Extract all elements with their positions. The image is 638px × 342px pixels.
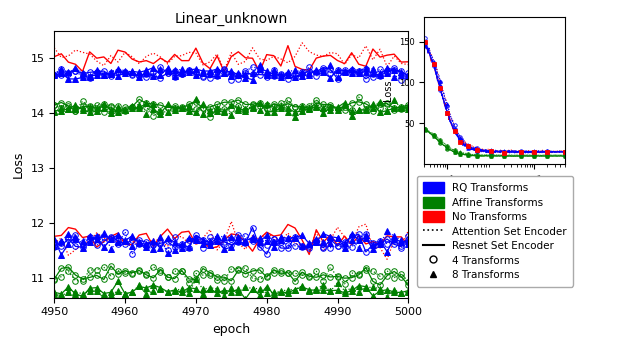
X-axis label: epoch: epoch xyxy=(212,323,250,336)
Y-axis label: Loss: Loss xyxy=(383,80,393,101)
Legend: RQ Transforms, Affine Transforms, No Transforms, Attention Set Encoder, Resnet S: RQ Transforms, Affine Transforms, No Tra… xyxy=(417,176,573,287)
X-axis label: epoch: epoch xyxy=(480,192,509,202)
Y-axis label: Loss: Loss xyxy=(12,150,25,178)
Title: Linear_unknown: Linear_unknown xyxy=(175,11,288,26)
